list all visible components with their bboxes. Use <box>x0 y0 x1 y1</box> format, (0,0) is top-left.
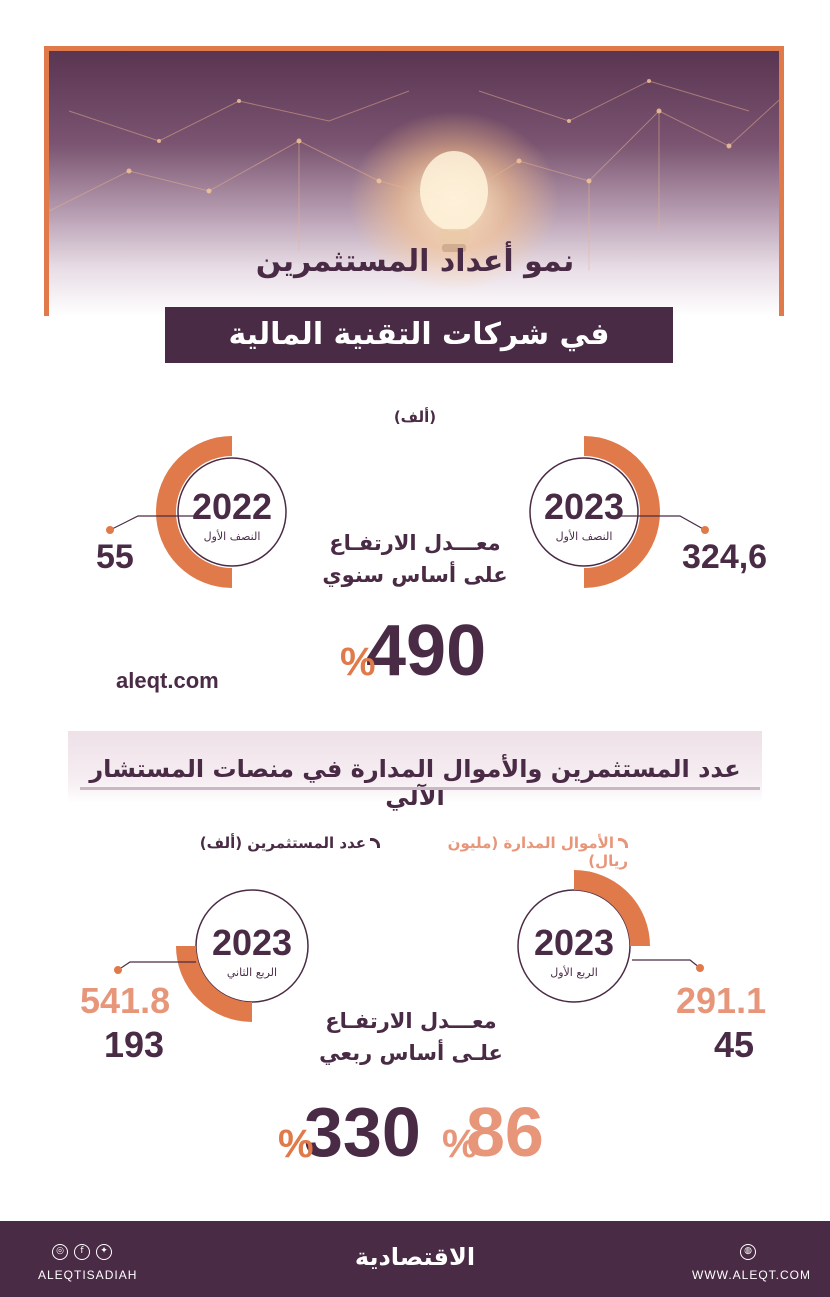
growth-caption-line-1: معـــدل الارتفـاع <box>329 531 501 555</box>
investors-q1-value: 45 <box>714 1024 755 1065</box>
hero-image <box>44 46 784 316</box>
legend-funds-marker <box>618 838 628 848</box>
half-2023-label: النصف الأول <box>555 530 613 543</box>
leader-dot-2022 <box>106 526 114 534</box>
section2-header-band <box>68 731 762 803</box>
ring-2023-track <box>529 457 639 567</box>
footer-bar <box>0 1221 830 1297</box>
web-icon[interactable]: ◍ <box>740 1244 756 1260</box>
leader-line-2023 <box>620 515 706 531</box>
growth-caption-line-2: على أساس سنوي <box>322 563 508 587</box>
leader-line-q2 <box>117 961 196 971</box>
percent-sign-yearly: % <box>340 640 376 684</box>
year-2023-label: 2023 <box>543 486 625 527</box>
legend-investors-marker <box>370 838 380 848</box>
percent-sign-investors: % <box>278 1122 314 1166</box>
leader-dot-q1 <box>696 964 704 972</box>
percent-sign-funds: % <box>442 1122 478 1166</box>
leader-line-q1 <box>632 959 701 969</box>
hero-background <box>49 51 779 316</box>
leader-dot-q2 <box>114 966 122 974</box>
funds-q1-value: 291.1 <box>676 980 767 1021</box>
ring-q1-arc <box>573 870 650 947</box>
section2-title: عدد المستثمرين والأموال المدارة في منصات… <box>89 755 741 811</box>
unit-label: (ألف) <box>393 408 437 426</box>
legend-funds-label: الأموال المدارة (مليون ريال) <box>447 834 628 870</box>
ring-2022-arc <box>156 436 233 588</box>
title-line-2: في شركات التقنية المالية السعودية <box>228 317 610 408</box>
ring-2022-track <box>177 457 287 567</box>
value-2022: 55 <box>96 538 134 576</box>
robo-advisor-quarter-chart <box>114 870 704 1022</box>
leader-dot-2023 <box>701 526 709 534</box>
half-2022-label: النصف الأول <box>203 530 261 543</box>
year-q2-label: 2023 <box>211 922 293 963</box>
footer-brand-name: الاقتصادية <box>354 1243 476 1271</box>
section2-divider <box>80 787 760 790</box>
quarter-1-label: الربع الأول <box>550 966 598 979</box>
ring-q2-arc <box>176 945 253 1022</box>
instagram-icon[interactable]: ◎ <box>52 1244 68 1260</box>
legend-investors-label: عدد المستثمرين (ألف) <box>199 834 366 852</box>
legend-funds: الأموال المدارة (مليون ريال) <box>404 834 628 870</box>
site-watermark: aleqt.com <box>116 668 219 693</box>
growth-value-investors: 330 <box>304 1093 421 1171</box>
legend-investors: عدد المستثمرين (ألف) <box>190 834 380 852</box>
lightbulb-icon <box>420 151 488 252</box>
footer-handle[interactable]: ALEQTISADIAH <box>38 1268 138 1282</box>
year-q1-label: 2023 <box>533 922 615 963</box>
growth-value-yearly: 490 <box>366 611 487 691</box>
ring-2023-arc <box>583 436 660 588</box>
quarter-growth-caption-2: علـى أساس ربعي <box>319 1041 503 1065</box>
quarter-growth-caption-1: معـــدل الارتفـاع <box>325 1009 497 1033</box>
quarter-2-label: الربع الثاني <box>226 966 278 979</box>
footer-url[interactable]: WWW.ALEQT.COM <box>692 1268 811 1282</box>
value-2023: 324,6 <box>682 538 768 576</box>
title-line-1: نمو أعداد المستثمرين <box>255 244 575 279</box>
growth-value-funds: 86 <box>466 1093 544 1171</box>
investors-q2-value: 193 <box>104 1024 165 1065</box>
facebook-icon[interactable]: f <box>74 1244 90 1260</box>
leader-line-2022 <box>109 515 198 531</box>
network-lines-decoration <box>49 79 779 271</box>
investors-half-year-chart <box>106 436 709 588</box>
twitter-icon[interactable]: ✦ <box>96 1244 112 1260</box>
year-2022-label: 2022 <box>191 486 273 527</box>
funds-q2-value: 541.8 <box>80 980 171 1021</box>
title-background <box>165 307 673 363</box>
